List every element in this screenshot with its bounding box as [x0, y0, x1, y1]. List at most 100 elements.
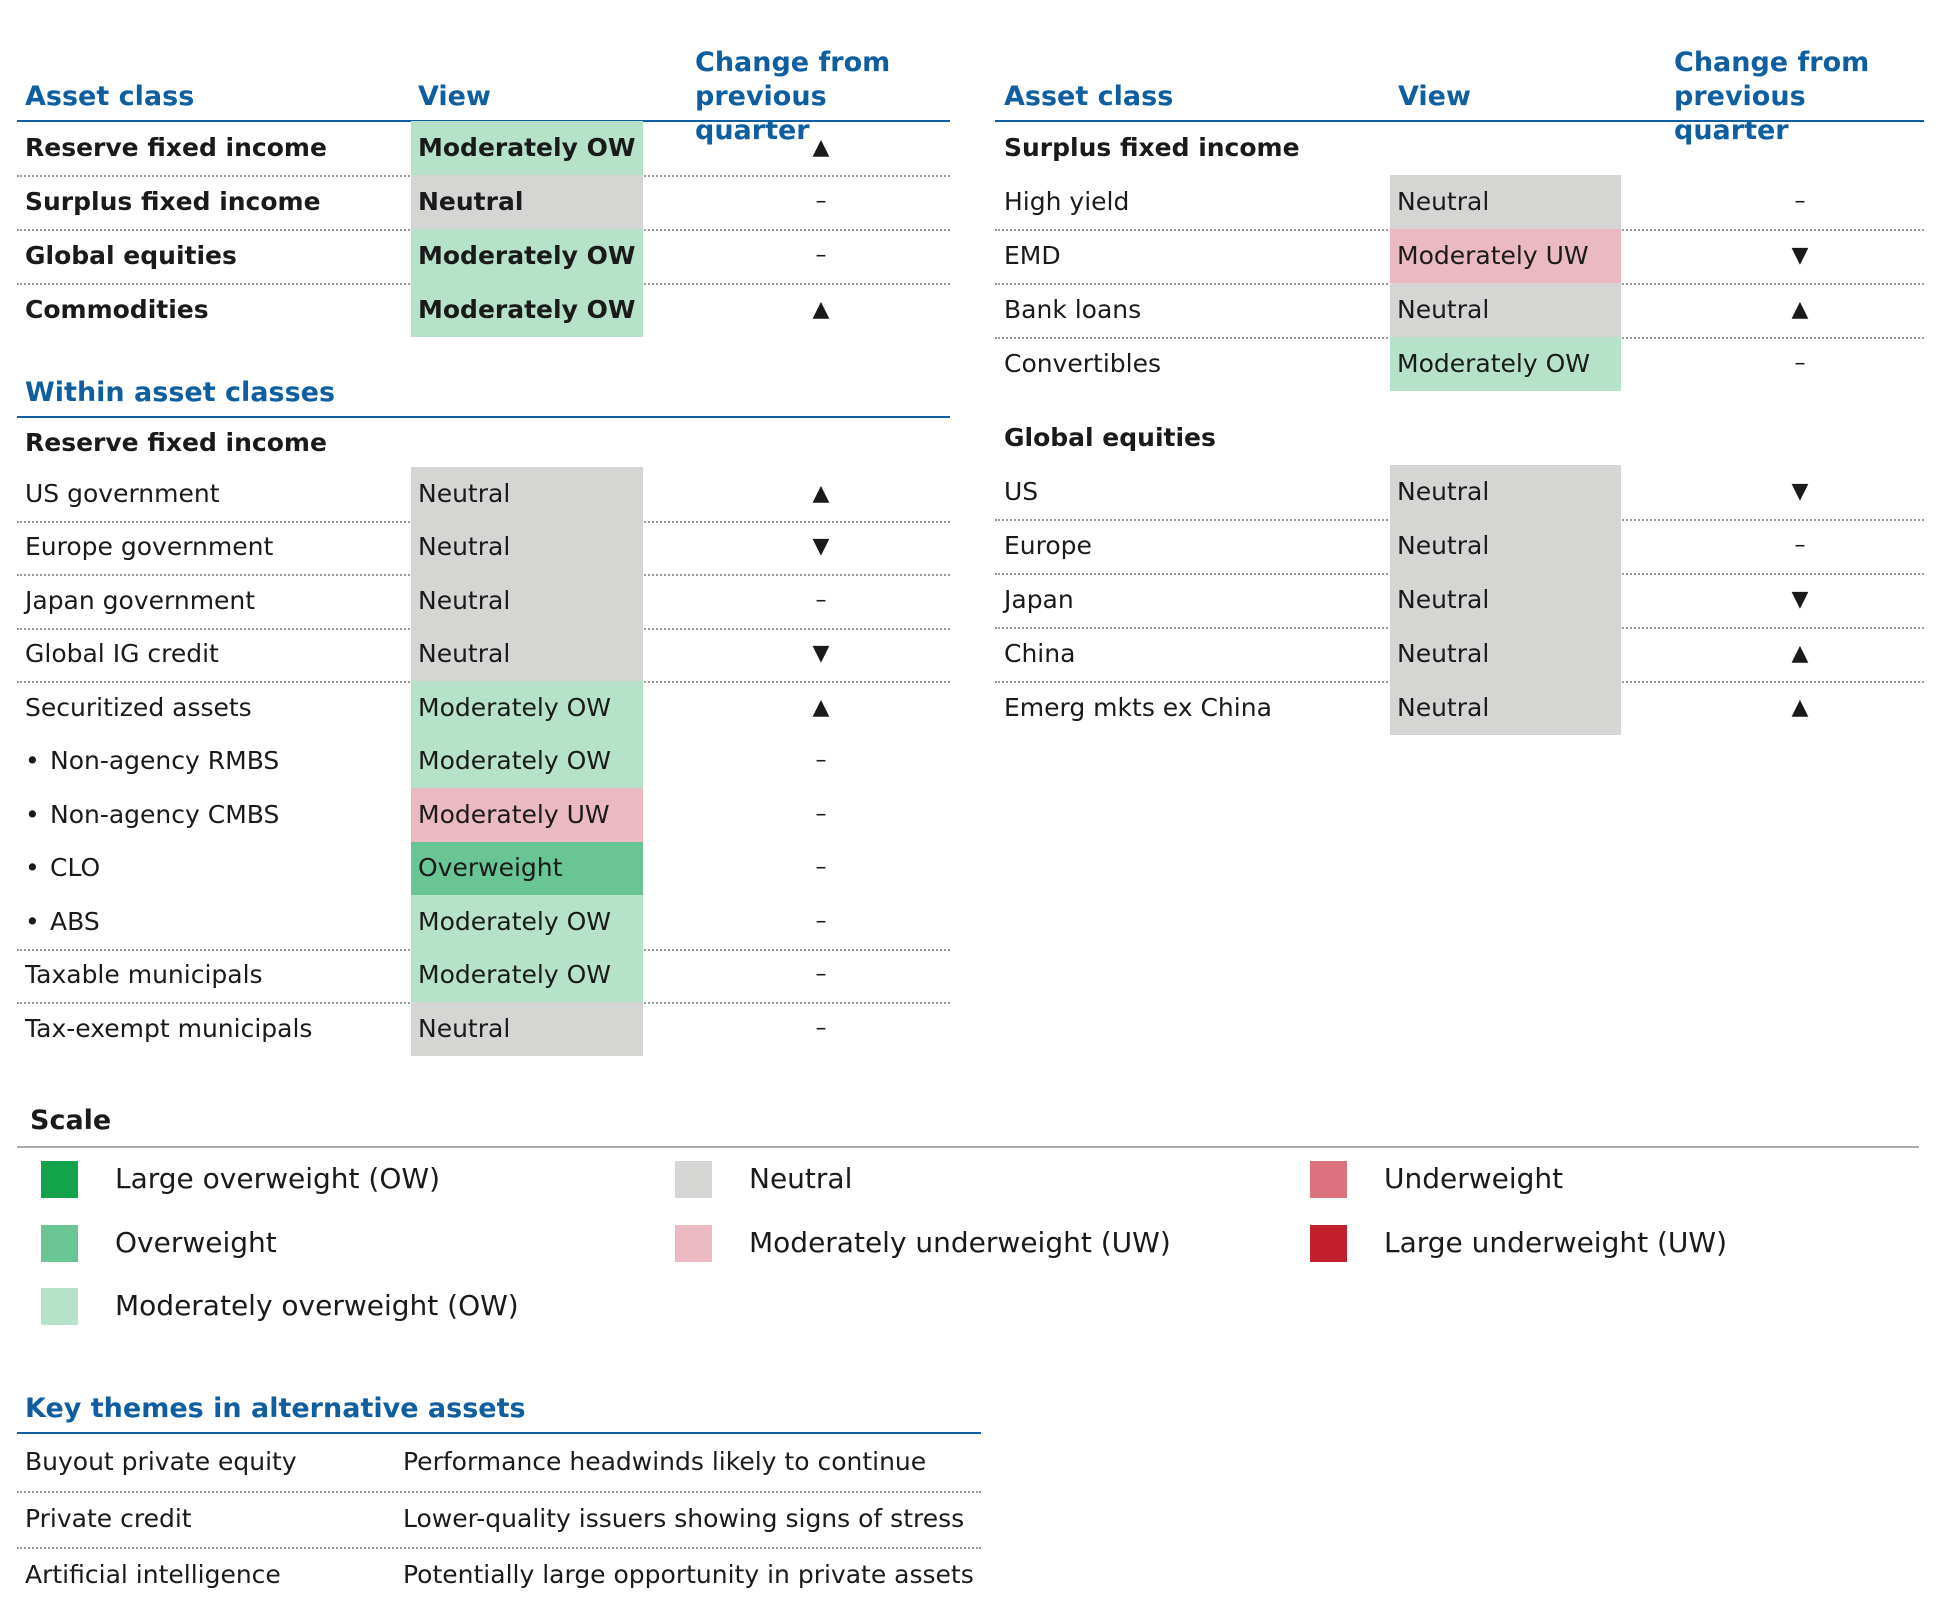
change-indicator: ▲: [1791, 641, 1809, 666]
view-cell: Neutral: [411, 467, 643, 521]
header-rule: [17, 1432, 981, 1434]
header-rule: [995, 120, 1924, 122]
asset-label: ABS: [50, 906, 100, 936]
row-divider: [17, 1547, 981, 1549]
asset-label: Europe: [1004, 531, 1092, 560]
bullet: •: [25, 853, 40, 883]
header: Change from previous quarter: [1674, 47, 1870, 146]
asset-label: Non-agency RMBS: [50, 746, 280, 776]
header: Asset class: [1004, 81, 1174, 112]
change-indicator: ▲: [812, 480, 830, 506]
change-indicator: –: [815, 748, 827, 774]
change-indicator: –: [815, 189, 827, 214]
change-indicator: ▲: [1791, 695, 1809, 720]
view-cell: Moderately OW: [1390, 337, 1621, 391]
theme-text: Lower-quality issuers showing signs of s…: [403, 1503, 965, 1533]
legend-swatch: [41, 1224, 78, 1262]
theme-name: Artificial intelligence: [25, 1560, 281, 1589]
asset-label: High yield: [1004, 187, 1130, 216]
group-title: Reserve fixed income: [25, 428, 327, 457]
change-indicator: ▲: [812, 297, 830, 322]
legend-label: Large underweight (UW): [1384, 1225, 1728, 1259]
change-indicator: ▼: [1791, 587, 1809, 612]
header-rule: [17, 416, 950, 418]
change-indicator: ▼: [812, 534, 830, 560]
theme-text: Potentially large opportunity in private…: [403, 1560, 974, 1589]
theme-name: Private credit: [25, 1503, 192, 1533]
legend-swatch: [41, 1288, 78, 1325]
asset-label: Securitized assets: [25, 692, 252, 722]
asset-label: Emerg mkts ex China: [1004, 693, 1272, 722]
legend-label: Underweight: [1384, 1162, 1564, 1195]
bullet: •: [25, 746, 40, 776]
view-cell: Moderately UW: [1390, 229, 1621, 283]
view-cell: Moderately OW: [411, 948, 643, 1002]
view-cell: Moderately OW: [411, 229, 643, 283]
legend-swatch: [41, 1161, 78, 1198]
view-cell: Neutral: [1390, 283, 1621, 337]
legend-label: Overweight: [115, 1225, 277, 1259]
asset-label: Convertibles: [1004, 349, 1162, 378]
change-indicator: ▼: [812, 641, 830, 667]
legend-swatch: [675, 1161, 712, 1198]
legend-label: Moderately overweight (OW): [115, 1289, 519, 1322]
change-indicator: –: [815, 1015, 827, 1041]
change-indicator: –: [815, 243, 827, 268]
legend-swatch: [1310, 1224, 1347, 1262]
view-cell: Moderately OW: [411, 681, 643, 735]
asset-label: China: [1004, 639, 1076, 668]
view-cell: Neutral: [1390, 681, 1621, 735]
asset-label: Surplus fixed income: [25, 187, 321, 216]
theme-text: Performance headwinds likely to continue: [403, 1447, 927, 1476]
view-cell: Neutral: [411, 175, 643, 229]
legend-swatch: [675, 1224, 712, 1262]
bullet: •: [25, 906, 40, 936]
group-title: Global equities: [1004, 423, 1216, 452]
view-cell: Moderately OW: [411, 734, 643, 788]
asset-label: Bank loans: [1004, 295, 1142, 324]
group-title: Surplus fixed income: [1004, 133, 1300, 162]
section-title: Within asset classes: [25, 377, 336, 408]
asset-label: Tax-exempt municipals: [25, 1013, 313, 1043]
row-divider: [17, 1490, 981, 1493]
scale-title: Scale: [30, 1105, 112, 1136]
view-cell: Neutral: [1390, 519, 1621, 573]
change-indicator: –: [1794, 533, 1806, 558]
view-cell: Neutral: [1390, 573, 1621, 627]
change-indicator: –: [1794, 189, 1806, 214]
asset-label: Japan: [1004, 585, 1074, 614]
asset-label: US government: [25, 478, 220, 508]
header-rule: [17, 1146, 1919, 1148]
change-indicator: –: [815, 908, 827, 934]
asset-label: Reserve fixed income: [25, 133, 327, 162]
asset-label: Japan government: [25, 585, 256, 615]
asset-label: Global IG credit: [25, 639, 219, 669]
legend-swatch: [1310, 1161, 1347, 1198]
header: Asset class: [25, 81, 195, 112]
change-indicator: ▼: [1791, 243, 1809, 268]
change-indicator: –: [815, 855, 827, 881]
view-cell: Neutral: [411, 1002, 643, 1056]
change-indicator: ▲: [812, 135, 830, 160]
change-indicator: –: [1794, 351, 1806, 376]
view-cell: Moderately OW: [411, 121, 643, 175]
asset-label: Taxable municipals: [25, 960, 263, 990]
asset-label: Europe government: [25, 532, 274, 562]
view-cell: Neutral: [411, 574, 643, 628]
change-indicator: ▲: [1791, 297, 1809, 322]
asset-label: Commodities: [25, 295, 209, 324]
theme-name: Buyout private equity: [25, 1447, 297, 1476]
asset-label: CLO: [50, 853, 101, 883]
legend-label: Moderately underweight (UW): [749, 1225, 1171, 1259]
bullet: •: [25, 799, 40, 829]
asset-label: Global equities: [25, 241, 237, 270]
change-indicator: –: [815, 801, 827, 827]
asset-label: US: [1004, 477, 1039, 506]
header: View: [418, 81, 491, 112]
change-indicator: –: [815, 962, 827, 988]
section-title: Key themes in alternative assets: [25, 1393, 526, 1424]
asset-label: Non-agency CMBS: [50, 799, 280, 829]
view-cell: Overweight: [411, 841, 643, 895]
change-indicator: ▼: [1791, 479, 1809, 504]
